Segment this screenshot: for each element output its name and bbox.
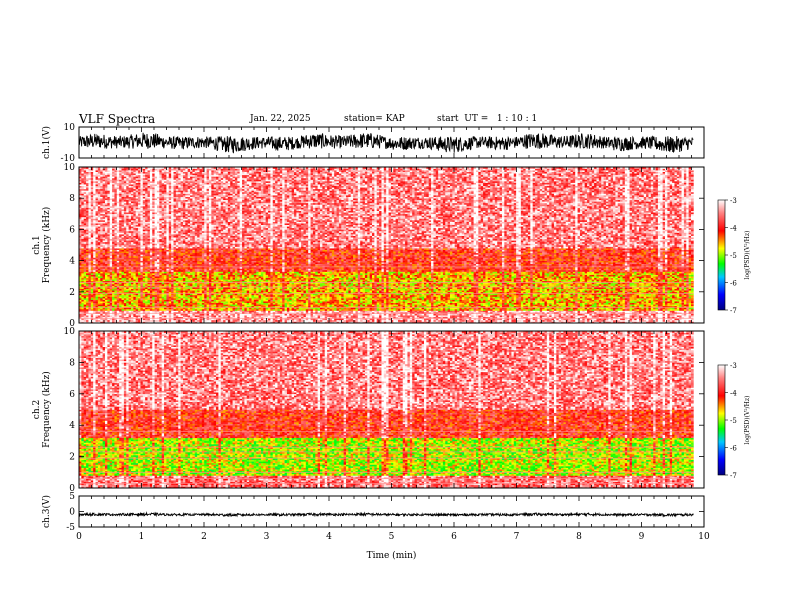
- ch1-spectrogram-panel: [79, 167, 694, 323]
- ch1-waveform-panel: [79, 133, 693, 153]
- waveform-line: [79, 133, 693, 153]
- ch1-waveform-panel-ylabel: ch.1(V): [41, 126, 52, 159]
- y-tick-label: 10: [64, 123, 76, 133]
- vlf-figure: 10-10ch.1(V)0246810ch.1 Frequency (kHz)-3…: [0, 0, 792, 612]
